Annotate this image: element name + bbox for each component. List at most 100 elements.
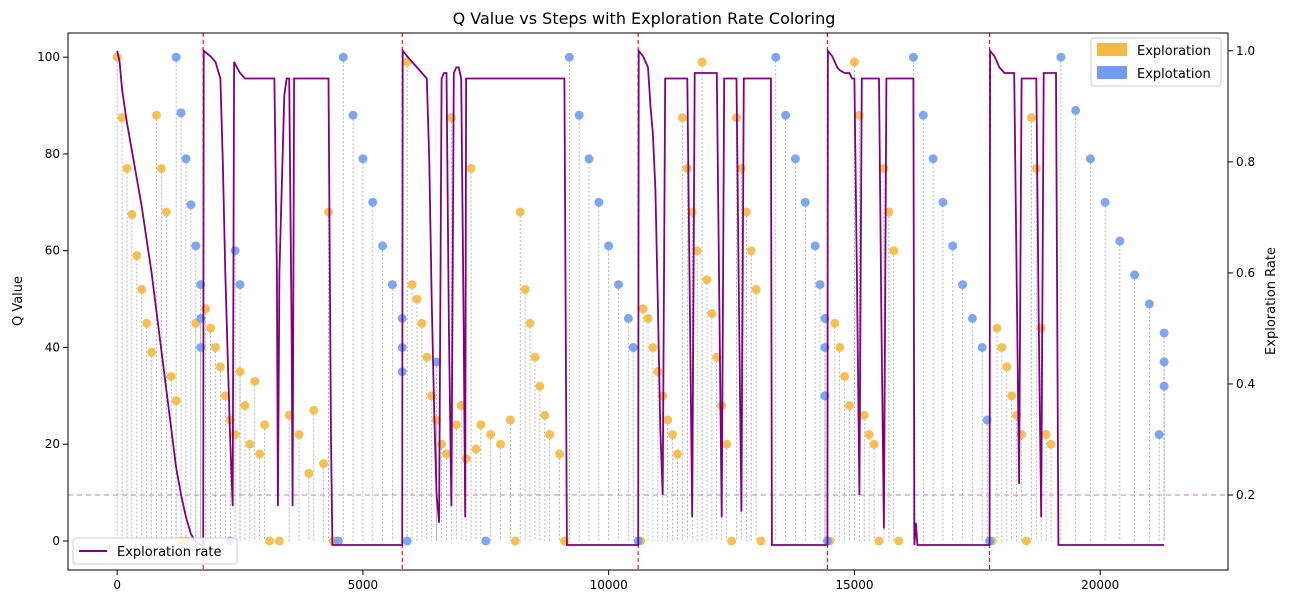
y-axis-label: Q Value	[11, 276, 26, 326]
explotation-point	[235, 280, 245, 290]
exploration-point	[840, 371, 850, 381]
y2-tick-label: 1.0	[1236, 44, 1255, 58]
exploration-point	[1021, 536, 1031, 546]
explotation-point	[1159, 328, 1169, 338]
exploration-point	[324, 207, 334, 217]
exploration-point	[722, 439, 732, 449]
exploration-point	[540, 410, 550, 420]
exploration-point	[265, 536, 275, 546]
y2-axis-label: Exploration Rate	[1264, 247, 1279, 355]
explotation-point	[574, 110, 584, 120]
exploration-point	[210, 342, 220, 352]
exploration-point	[894, 536, 904, 546]
exploration-point	[869, 439, 879, 449]
exploration-point	[677, 113, 687, 123]
exploration-point	[166, 371, 176, 381]
explotation-point	[181, 154, 191, 164]
legend-label-explotation: Explotation	[1137, 67, 1211, 82]
explotation-point	[171, 52, 181, 62]
explotation-point	[176, 108, 186, 118]
explotation-point	[1159, 357, 1169, 367]
y2-tick-label: 0.2	[1236, 488, 1255, 502]
explotation-point	[1154, 430, 1164, 440]
exploration-point	[206, 323, 216, 333]
exploration-point	[476, 420, 486, 430]
exploration-point	[486, 430, 496, 440]
exploration-point	[117, 113, 127, 123]
exploration-point	[648, 342, 658, 352]
explotation-point	[358, 154, 368, 164]
exploration-point	[422, 352, 432, 362]
exploration-point	[127, 209, 137, 219]
explotation-point	[815, 280, 825, 290]
exploration-point	[835, 342, 845, 352]
exploration-point	[653, 367, 663, 377]
exploration-point	[672, 449, 682, 459]
x-tick-label: 15000	[835, 578, 873, 592]
exploration-point	[643, 313, 653, 323]
exploration-point	[756, 536, 766, 546]
exploration-point	[235, 367, 245, 377]
exploration-point	[294, 430, 304, 440]
explotation-point	[790, 154, 800, 164]
y-tick-label: 60	[45, 244, 60, 258]
exploration-point	[304, 468, 314, 478]
explotation-point	[623, 313, 633, 323]
exploration-point	[555, 449, 565, 459]
explotation-point	[781, 110, 791, 120]
exploration-point	[859, 410, 869, 420]
exploration-point	[250, 376, 260, 386]
legend-label-exploration: Exploration	[1137, 44, 1211, 59]
explotation-point	[387, 280, 397, 290]
exploration-point	[142, 318, 152, 328]
explotation-point	[908, 52, 918, 62]
explotation-point	[432, 357, 442, 367]
exploration-point	[1002, 362, 1012, 372]
exploration-point	[510, 536, 520, 546]
exploration-point	[309, 405, 319, 415]
explotation-point	[604, 241, 614, 251]
exploration-point	[151, 110, 161, 120]
exploration-point	[535, 381, 545, 391]
explotation-point	[594, 197, 604, 207]
explotation-point	[1071, 105, 1081, 115]
explotation-point	[378, 241, 388, 251]
explotation-point	[938, 197, 948, 207]
x-tick-label: 5000	[348, 578, 379, 592]
chart-title: Q Value vs Steps with Exploration Rate C…	[453, 9, 836, 28]
exploration-point	[741, 207, 751, 217]
legend-top-right: Exploration Explotation	[1090, 37, 1222, 87]
exploration-point	[874, 536, 884, 546]
exploration-point	[201, 304, 211, 314]
y-tick-label: 100	[37, 50, 60, 64]
exploration-point	[849, 57, 859, 67]
explotation-point	[958, 280, 968, 290]
exploration-point	[884, 207, 894, 217]
explotation-point	[230, 246, 240, 256]
explotation-point	[402, 536, 412, 546]
exploration-point	[505, 415, 515, 425]
data-points-layer	[112, 52, 1169, 546]
exploration-point	[545, 430, 555, 440]
y2-tick-label: 0.8	[1236, 155, 1255, 169]
exploration-point	[702, 275, 712, 285]
y2-tick-label: 0.4	[1236, 377, 1255, 391]
exploration-point	[663, 415, 673, 425]
exploration-point	[668, 430, 678, 440]
exploration-point	[992, 323, 1002, 333]
y-tick-label: 40	[45, 340, 60, 354]
explotation-point	[977, 342, 987, 352]
exploration-point	[707, 309, 717, 319]
exploration-point	[451, 420, 461, 430]
explotation-point	[191, 241, 201, 251]
exploration-point	[427, 391, 437, 401]
exploration-point	[240, 401, 250, 411]
exploration-point	[132, 251, 142, 261]
exploration-point	[245, 439, 255, 449]
exploration-point	[889, 246, 899, 256]
explotation-point	[614, 280, 624, 290]
explotation-point	[1085, 154, 1095, 164]
explotation-point	[1100, 197, 1110, 207]
exploration-point	[997, 342, 1007, 352]
